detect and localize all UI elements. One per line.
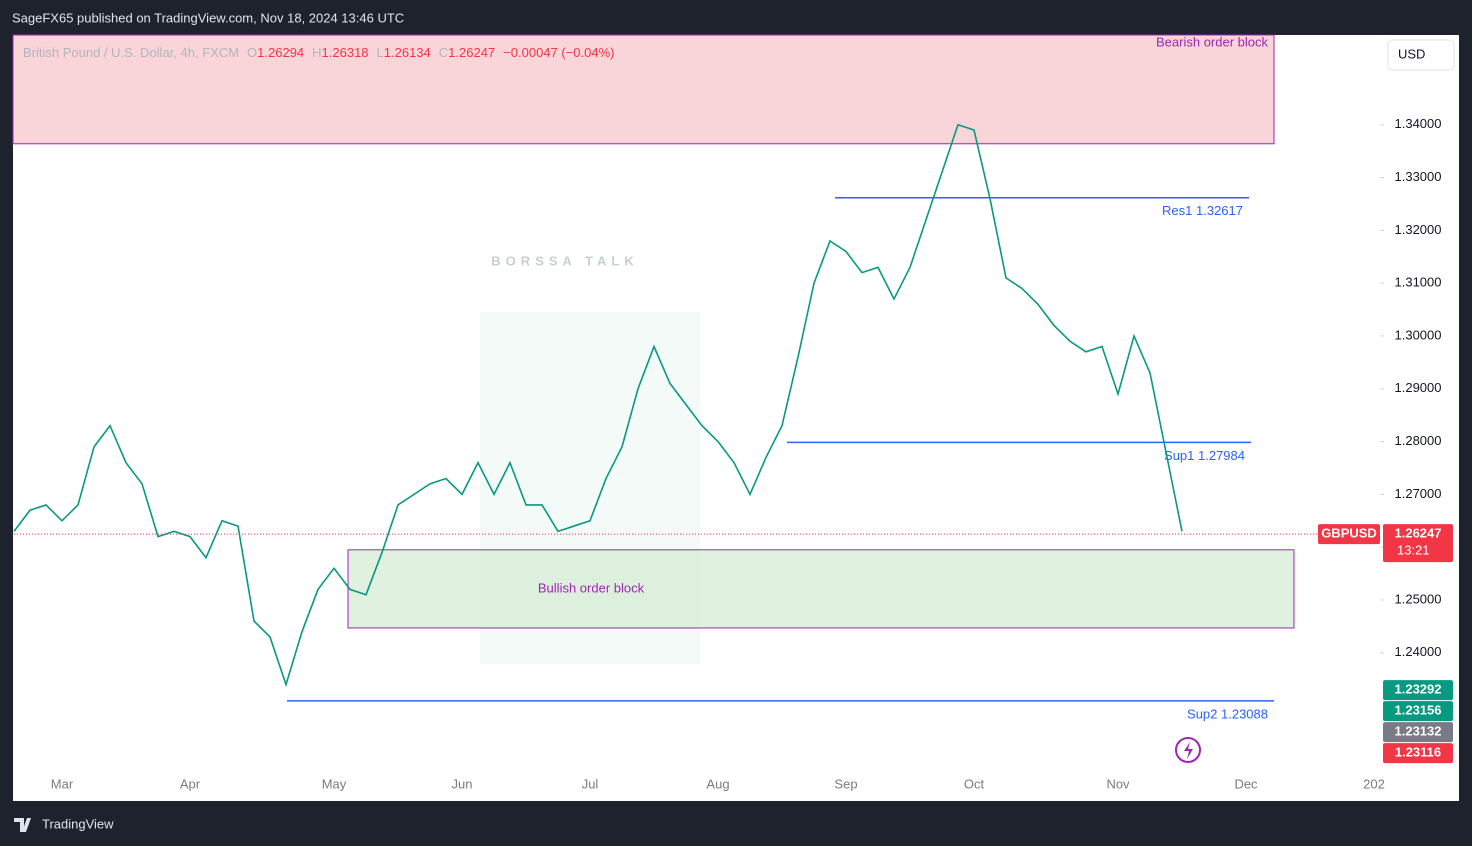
legend-value: 1.26247 (448, 45, 495, 60)
price-tag-label: 1.23116 (1395, 745, 1441, 760)
y-tick-label: 1.33000 (1395, 169, 1442, 184)
legend-value: 1.26134 (384, 45, 431, 60)
x-tick-label: Jun (452, 776, 473, 791)
countdown-label: 13:21 (1397, 543, 1430, 558)
plot: Bearish order block Bullish order block 1.… (12, 34, 1453, 791)
price-tag-label: 1.23156 (1395, 703, 1442, 718)
publish-info: SageFX65 published on TradingView.com, N… (12, 10, 404, 25)
order-block (347, 549, 1295, 629)
price-tag (1383, 722, 1453, 743)
legend-value: 1.26294 (257, 45, 304, 60)
y-tick-label: 1.25000 (1395, 591, 1442, 606)
level-label: Sup2 1.23088 (1187, 706, 1268, 721)
order-block-label: Bullish order block (538, 580, 645, 595)
price-line (13, 123, 1183, 688)
legend-key: O (247, 45, 257, 60)
x-tick-label: Oct (964, 776, 985, 791)
x-tick-label: Mar (51, 776, 74, 791)
x-tick-label: Dec (1234, 776, 1258, 791)
level-label: Res1 1.32617 (1162, 203, 1243, 218)
currency-label[interactable]: USD (1398, 46, 1425, 61)
price-tag-label: 1.23132 (1395, 724, 1442, 739)
brand[interactable]: TradingView (42, 816, 114, 831)
alert-bolt (1184, 742, 1193, 759)
legend-key: L (377, 45, 384, 60)
legend-value: 1.26318 (322, 45, 369, 60)
y-tick-label: 1.27000 (1395, 486, 1442, 501)
x-tick-label: 202 (1363, 776, 1385, 791)
brand-logo (14, 818, 31, 832)
y-tick-label: 1.29000 (1395, 380, 1442, 395)
x-tick-label: Aug (706, 776, 729, 791)
y-tick-label: 1.34000 (1395, 116, 1442, 131)
order-block (12, 34, 1275, 145)
y-tick-label: 1.30000 (1395, 327, 1442, 342)
level-label: Sup1 1.27984 (1164, 448, 1245, 463)
price-tag (1383, 743, 1453, 764)
x-tick-label: Jul (582, 776, 599, 791)
legend-symbol: British Pound / U.S. Dollar, 4h, FXCM (23, 45, 239, 60)
price-tag (1383, 701, 1453, 722)
legend-change: −0.00047 (−0.04%) (503, 45, 614, 60)
x-tick-label: Sep (834, 776, 857, 791)
x-tick-label: Apr (180, 776, 201, 791)
legend-key: H (312, 45, 321, 60)
last-price-tag (1383, 524, 1453, 563)
price-tag-label: 1.23292 (1395, 682, 1442, 697)
symbol-tag (1318, 524, 1380, 545)
y-tick-label: 1.24000 (1395, 644, 1442, 659)
legend: British Pound / U.S. Dollar, 4h, FXCM O1.… (23, 45, 614, 60)
symbol-tag-label: GBPUSD (1321, 526, 1377, 541)
y-tick-label: 1.31000 (1395, 275, 1442, 290)
chart-area (13, 35, 1459, 801)
legend-key: C (439, 45, 448, 60)
currency-button[interactable] (1387, 39, 1455, 71)
last-price-label: 1.26247 (1395, 526, 1442, 541)
x-tick-label: Nov (1106, 776, 1130, 791)
x-tick-label: May (322, 776, 347, 791)
order-block-label: Bearish order block (1156, 34, 1268, 49)
watermark-text: BORSSA TALK (491, 253, 638, 268)
alert-icon[interactable] (1175, 737, 1201, 763)
price-tag (1383, 680, 1453, 701)
y-tick-label: 1.32000 (1395, 222, 1442, 237)
y-tick-label: 1.28000 (1395, 433, 1442, 448)
